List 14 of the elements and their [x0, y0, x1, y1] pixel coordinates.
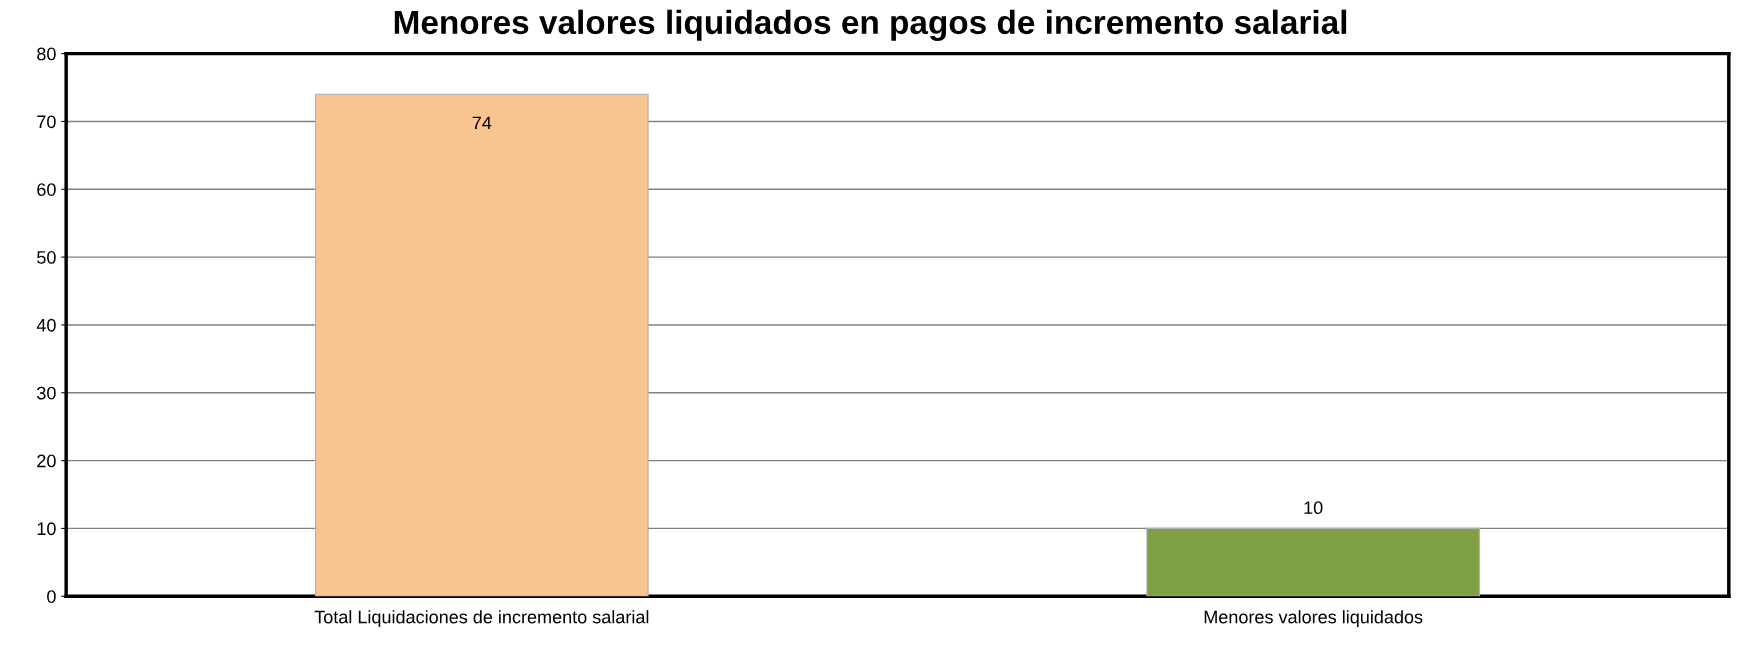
y-tick-label: 70: [37, 115, 56, 129]
x-tick-label: Total Liquidaciones de incremento salarial: [314, 610, 649, 627]
x-tick-label: Menores valores liquidados: [1204, 610, 1423, 627]
y-tick-label: 0: [47, 590, 56, 603]
y-tick-label: 50: [37, 251, 56, 264]
y-tick-label: 40: [36, 318, 56, 332]
y-tick-label: 30: [37, 386, 56, 400]
y-tick-label: 80: [37, 47, 56, 61]
y-tick-label: 60: [37, 183, 56, 196]
chart-title: Menores valores liquidados en pagos de incremento salarial: [394, 9, 1347, 41]
y-tick-label: 20: [37, 454, 56, 468]
data-label: 10: [1304, 501, 1323, 515]
y-tick-label: 10: [37, 522, 56, 536]
data-label: 74: [472, 116, 492, 130]
